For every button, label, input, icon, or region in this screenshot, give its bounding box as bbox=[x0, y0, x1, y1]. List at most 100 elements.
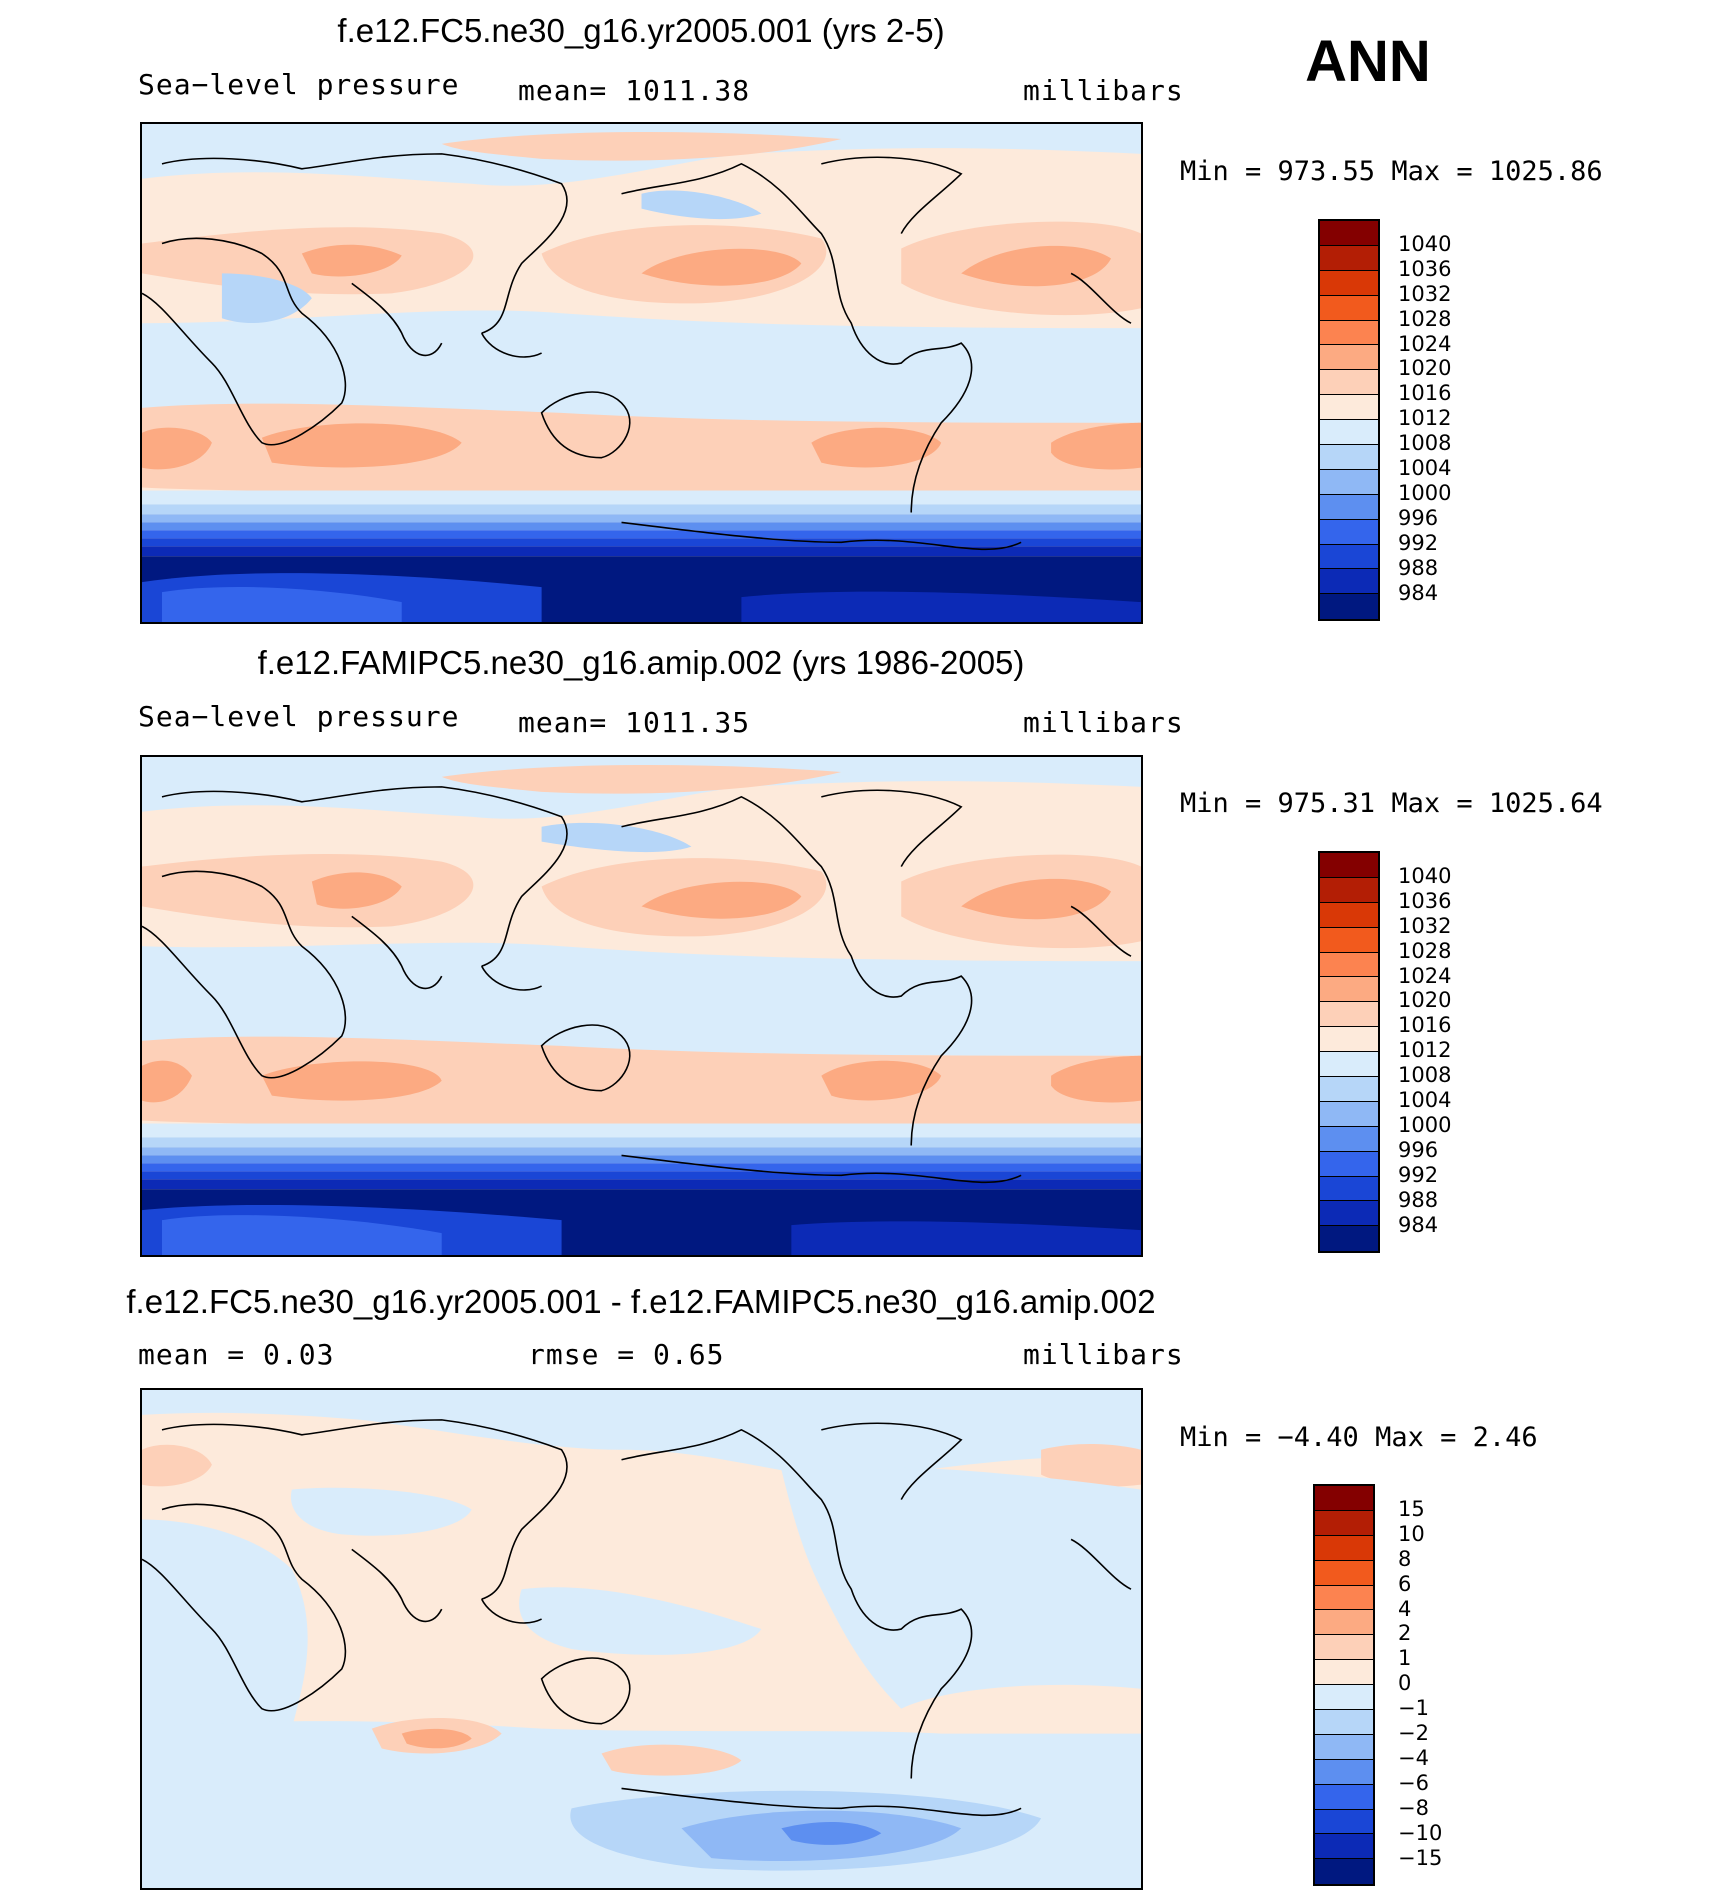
panel3-minmax: Min = −4.40 Max = 2.46 bbox=[1180, 1422, 1538, 1453]
colorbar-tick-label: 1008 bbox=[1398, 431, 1452, 456]
panel1-minmax: Min = 973.55 Max = 1025.86 bbox=[1180, 156, 1603, 187]
colorbar-swatch bbox=[1320, 977, 1378, 1003]
colorbar-tick-label: −2 bbox=[1398, 1721, 1429, 1745]
colorbar-tick-label: 988 bbox=[1398, 1187, 1439, 1212]
colorbar-swatch bbox=[1320, 569, 1378, 595]
panel1-variable-label: Sea−level pressure bbox=[138, 68, 460, 101]
panel1-title: f.e12.FC5.ne30_g16.yr2005.001 (yrs 2-5) bbox=[337, 12, 945, 49]
colorbar-tick-label: 988 bbox=[1398, 555, 1439, 580]
colorbar-tick-label: 996 bbox=[1398, 1137, 1439, 1162]
colorbar-swatch bbox=[1320, 544, 1378, 570]
colorbar-tick-label: 0 bbox=[1398, 1671, 1412, 1696]
colorbar-swatch bbox=[1320, 1101, 1378, 1127]
colorbar-swatch bbox=[1320, 370, 1378, 396]
colorbar-tick-label: 1032 bbox=[1398, 913, 1452, 938]
colorbar-swatch bbox=[1315, 1535, 1373, 1561]
colorbar-swatch bbox=[1315, 1486, 1373, 1511]
colorbar-tick-label: 992 bbox=[1398, 530, 1439, 555]
colorbar-swatch bbox=[1315, 1734, 1373, 1760]
colorbar-swatch bbox=[1320, 853, 1378, 878]
colorbar-tick-label: 1040 bbox=[1398, 863, 1452, 888]
panel2-title: f.e12.FAMIPC5.ne30_g16.amip.002 (yrs 198… bbox=[257, 644, 1025, 681]
colorbar-tick-label: −15 bbox=[1398, 1845, 1443, 1870]
panel1-colorbar bbox=[1318, 219, 1380, 622]
colorbar-tick-label: 1028 bbox=[1398, 306, 1452, 331]
colorbar-swatch bbox=[1320, 469, 1378, 495]
colorbar-swatch bbox=[1320, 395, 1378, 421]
panel3-colorbar bbox=[1313, 1484, 1375, 1887]
colorbar-swatch bbox=[1320, 1126, 1378, 1152]
colorbar-swatch bbox=[1320, 320, 1378, 346]
colorbar-swatch bbox=[1320, 345, 1378, 371]
colorbar-tick-label: 1016 bbox=[1398, 1013, 1452, 1038]
panel3-rmse-label: rmse = 0.65 bbox=[528, 1338, 725, 1371]
colorbar-swatch bbox=[1320, 1077, 1378, 1102]
colorbar-swatch bbox=[1320, 420, 1378, 446]
colorbar-swatch bbox=[1320, 221, 1378, 246]
colorbar-swatch bbox=[1315, 1859, 1373, 1885]
colorbar-swatch bbox=[1320, 594, 1378, 620]
colorbar-swatch bbox=[1315, 1510, 1373, 1536]
colorbar-tick-label: 1024 bbox=[1398, 331, 1452, 356]
colorbar-tick-label: 996 bbox=[1398, 505, 1439, 530]
panel2-map bbox=[140, 755, 1143, 1257]
colorbar-tick-label: 1020 bbox=[1398, 988, 1452, 1013]
colorbar-swatch bbox=[1320, 952, 1378, 978]
colorbar-swatch bbox=[1315, 1784, 1373, 1810]
colorbar-tick-label: 1004 bbox=[1398, 1088, 1452, 1112]
colorbar-tick-label: 4 bbox=[1398, 1596, 1412, 1621]
colorbar-tick-label: −6 bbox=[1398, 1770, 1429, 1795]
colorbar-tick-label: 1012 bbox=[1398, 1038, 1452, 1063]
colorbar-swatch bbox=[1320, 519, 1378, 545]
colorbar-tick-label: 1008 bbox=[1398, 1063, 1452, 1088]
colorbar-swatch bbox=[1320, 1027, 1378, 1053]
panel1-mean-label: mean= 1011.38 bbox=[518, 74, 751, 107]
colorbar-swatch bbox=[1315, 1834, 1373, 1860]
colorbar-tick-label: −1 bbox=[1398, 1696, 1429, 1721]
colorbar-swatch bbox=[1315, 1585, 1373, 1611]
colorbar-tick-label: 10 bbox=[1398, 1521, 1425, 1546]
colorbar-swatch bbox=[1320, 1052, 1378, 1078]
colorbar-tick-label: 1016 bbox=[1398, 381, 1452, 406]
panel2-units-label: millibars bbox=[1023, 706, 1184, 739]
panel3-units-label: millibars bbox=[1023, 1338, 1184, 1371]
colorbar-swatch bbox=[1320, 877, 1378, 903]
colorbar-swatch bbox=[1315, 1685, 1373, 1711]
colorbar-swatch bbox=[1315, 1660, 1373, 1686]
colorbar-tick-label: 1028 bbox=[1398, 938, 1452, 963]
panel2-colorbar bbox=[1318, 851, 1380, 1254]
colorbar-tick-label: −4 bbox=[1398, 1745, 1429, 1770]
colorbar-tick-label: −8 bbox=[1398, 1795, 1429, 1820]
colorbar-tick-label: 1020 bbox=[1398, 356, 1452, 381]
colorbar-tick-label: 1004 bbox=[1398, 456, 1452, 480]
colorbar-tick-label: 1 bbox=[1398, 1646, 1412, 1671]
colorbar-tick-label: 8 bbox=[1398, 1546, 1412, 1571]
colorbar-tick-label: 6 bbox=[1398, 1571, 1412, 1596]
season-label: ANN bbox=[1305, 29, 1431, 94]
colorbar-tick-label: 1040 bbox=[1398, 231, 1452, 256]
colorbar-tick-label: 984 bbox=[1398, 1212, 1439, 1237]
colorbar-swatch bbox=[1320, 902, 1378, 928]
colorbar-tick-label: 984 bbox=[1398, 580, 1439, 605]
colorbar-swatch bbox=[1315, 1635, 1373, 1661]
colorbar-tick-label: 1024 bbox=[1398, 963, 1452, 988]
colorbar-swatch bbox=[1320, 1002, 1378, 1028]
panel1-map bbox=[140, 122, 1143, 624]
colorbar-swatch bbox=[1320, 494, 1378, 520]
panel3-map bbox=[140, 1388, 1143, 1890]
colorbar-swatch bbox=[1315, 1560, 1373, 1586]
panel2-variable-label: Sea−level pressure bbox=[138, 700, 460, 733]
colorbar-tick-label: 1032 bbox=[1398, 281, 1452, 306]
panel1-units-label: millibars bbox=[1023, 74, 1184, 107]
colorbar-tick-label: 1036 bbox=[1398, 256, 1452, 281]
panel2-minmax: Min = 975.31 Max = 1025.64 bbox=[1180, 788, 1603, 819]
colorbar-tick-label: 992 bbox=[1398, 1162, 1439, 1187]
colorbar-swatch bbox=[1315, 1710, 1373, 1735]
colorbar-swatch bbox=[1320, 1226, 1378, 1252]
colorbar-swatch bbox=[1320, 927, 1378, 953]
colorbar-tick-label: −10 bbox=[1398, 1820, 1443, 1845]
colorbar-swatch bbox=[1320, 445, 1378, 470]
colorbar-swatch bbox=[1320, 1201, 1378, 1227]
colorbar-swatch bbox=[1320, 270, 1378, 296]
colorbar-swatch bbox=[1315, 1610, 1373, 1636]
